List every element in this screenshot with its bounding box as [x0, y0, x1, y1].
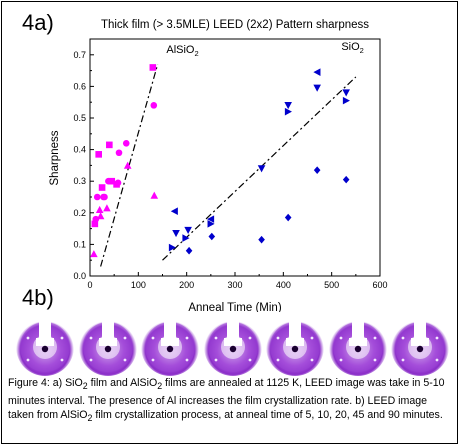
- caption-sub-3: 2: [87, 413, 93, 424]
- leed-image-1: [16, 314, 74, 376]
- y-tick-label: 0.2: [73, 208, 86, 218]
- leed-image-7: [391, 314, 449, 376]
- data-point-triangle-up: [95, 205, 104, 213]
- caption-part-4: film crystallization process, at anneal …: [92, 409, 443, 422]
- x-tick-label: 500: [324, 280, 339, 290]
- data-point-circle: [92, 215, 100, 223]
- data-point-triangle-up: [123, 161, 132, 169]
- data-point-square: [149, 64, 157, 71]
- data-point-triangle-right: [182, 234, 190, 242]
- y-tick-label: 0.1: [73, 239, 86, 249]
- panel-b-label: 4b): [22, 285, 54, 310]
- series-annotation: AlSiO2: [166, 44, 198, 58]
- axes: 0 100 200 300 400 500 600 0.0 0.1 0.2 0.3 0.4 0.5 0.6…: [73, 50, 387, 290]
- caption-part-1: Figure 4: a) SiO: [8, 377, 83, 389]
- x-tick-label: 300: [227, 280, 242, 290]
- data-point-triangle-down: [184, 226, 192, 234]
- data-point-square: [91, 220, 99, 228]
- caption-sub-2: 2: [157, 381, 163, 392]
- data-point-circle: [93, 193, 101, 201]
- x-tick-label: 400: [276, 280, 291, 290]
- data-point-triangle-up: [103, 204, 111, 212]
- caption-part-2: film and AlSiO: [87, 377, 158, 389]
- data-point-square: [98, 184, 106, 191]
- x-axis-label: Anneal Time (Min): [188, 302, 281, 312]
- x-tick-label: 600: [372, 280, 387, 290]
- x-tick-label: 100: [131, 280, 146, 290]
- data-point-triangle-down: [342, 89, 350, 97]
- data-point-triangle-right: [284, 107, 292, 116]
- y-tick-label: 0.5: [73, 113, 86, 123]
- data-point-circle: [115, 149, 123, 157]
- data-point-triangle-up: [90, 250, 98, 258]
- leed-image-2: [78, 314, 137, 376]
- data-point-circle: [114, 179, 122, 187]
- data-point-diamond: [313, 166, 321, 174]
- y-axis-label: Sharpness: [49, 130, 61, 185]
- leed-image-4: [203, 314, 262, 376]
- y-tick-label: 0.0: [73, 271, 86, 281]
- leed-image-5: [266, 314, 324, 376]
- data-point-diamond: [284, 213, 292, 222]
- data-point-triangle-left: [170, 207, 178, 216]
- trend-lines: [100, 64, 357, 267]
- data-point-diamond: [208, 232, 216, 241]
- sharpness-scatter-chart: Thick film (> 3.5MLE) LEED (2x2) Pattern…: [49, 19, 388, 312]
- y-tick-label: 0.7: [73, 50, 86, 60]
- data-point-triangle-down: [284, 102, 292, 110]
- data-point-triangle-down: [257, 165, 266, 173]
- leed-image-6: [328, 314, 387, 376]
- x-tick-label: 200: [179, 280, 194, 290]
- data-point-square: [106, 141, 113, 149]
- caption-part-3: films are annealed at 1125 K, LEED image…: [8, 377, 445, 422]
- caption-sub-1: 2: [82, 381, 88, 392]
- data-point-square: [108, 177, 116, 185]
- x-tick-label: 0: [87, 280, 92, 290]
- leed-image-3: [141, 314, 199, 376]
- data-point-triangle-right: [342, 96, 350, 105]
- data-point-triangle-left: [313, 68, 321, 76]
- panel-a-label: 4a): [22, 10, 54, 35]
- data-point-circle: [122, 139, 130, 147]
- data-point-triangle-right: [168, 243, 176, 252]
- data-point-circle: [101, 193, 108, 201]
- data-points: [90, 64, 350, 258]
- data-point-square: [95, 151, 102, 158]
- figure-caption: Figure 4: a) SiO2 film and AlSiO2 films …: [8, 376, 454, 426]
- data-point-triangle-down: [313, 84, 321, 92]
- plot-area-frame: [89, 38, 381, 277]
- y-tick-label: 0.4: [73, 145, 86, 155]
- data-point-triangle-up: [150, 191, 159, 199]
- data-point-triangle-up: [96, 212, 105, 220]
- data-point-triangle-left: [207, 215, 215, 223]
- series-annotation: SiO2: [341, 41, 364, 55]
- series-annotations: AlSiO2 SiO2: [166, 41, 363, 58]
- data-point-circle: [150, 102, 158, 109]
- y-tick-label: 0.3: [73, 176, 86, 186]
- data-point-triangle-right: [207, 220, 215, 228]
- data-point-diamond: [185, 246, 193, 255]
- data-point-diamond: [342, 175, 350, 184]
- leed-image-row: [14, 314, 454, 376]
- trend-line-2: [162, 76, 357, 261]
- chart-title: Thick film (> 3.5MLE) LEED (2x2) Pattern…: [101, 19, 369, 31]
- data-point-diamond: [258, 235, 265, 244]
- y-tick-label: 0.6: [73, 81, 86, 91]
- data-point-triangle-down: [172, 230, 180, 238]
